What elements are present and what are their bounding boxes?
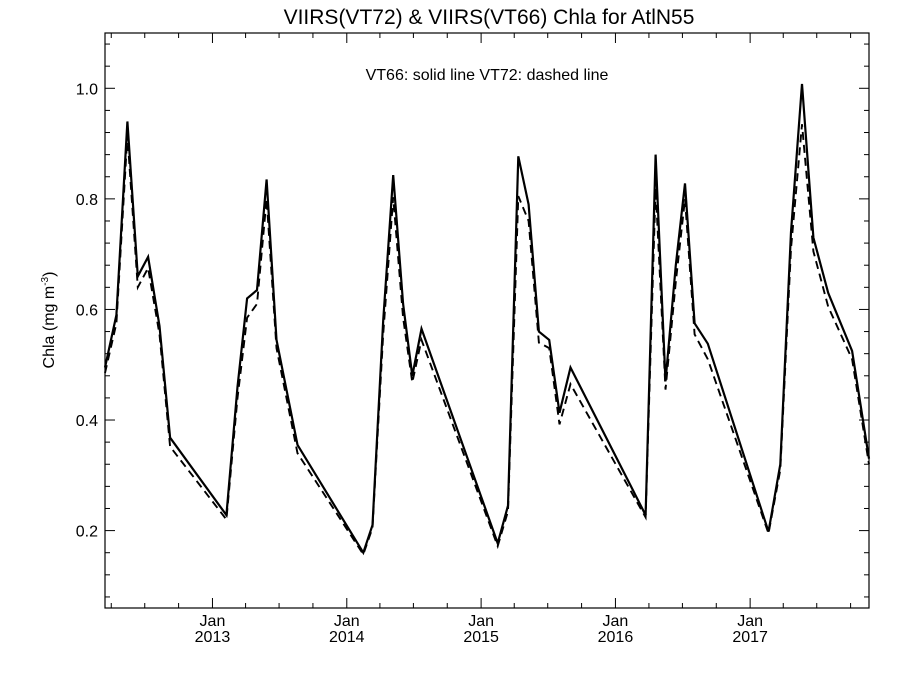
- x-tick-label-year: 2014: [329, 629, 365, 646]
- y-axis-label-superscript: -3: [40, 276, 51, 285]
- axes-layer: 0.20.40.60.81.0Jan2013Jan2014Jan2015Jan2…: [76, 33, 869, 646]
- legend-annotation: VT66: solid line VT72: dashed line: [366, 67, 609, 84]
- x-tick-label-year: 2017: [732, 629, 768, 646]
- y-axis-label: Chla (mg m-3): [40, 272, 58, 369]
- x-tick-label-year: 2016: [598, 629, 634, 646]
- plot-frame: [104, 32, 870, 609]
- series-line-vt72: [104, 124, 870, 557]
- x-tick-label-year: 2015: [463, 629, 499, 646]
- x-tick-label-month: Jan: [603, 613, 629, 630]
- y-axis-label-close: ): [41, 272, 58, 277]
- x-tick-label-month: Jan: [737, 613, 763, 630]
- x-tick-label-month: Jan: [334, 613, 360, 630]
- x-tick-label-month: Jan: [468, 613, 494, 630]
- y-tick-label: 1.0: [76, 81, 98, 98]
- y-tick-label: 0.2: [76, 524, 98, 541]
- x-tick-label-year: 2013: [195, 629, 231, 646]
- y-tick-label: 0.4: [76, 413, 98, 430]
- x-tick-label-month: Jan: [200, 613, 226, 630]
- chart-title: VIIRS(VT72) & VIIRS(VT66) Chla for AtlN5…: [284, 6, 695, 29]
- y-tick-label: 0.8: [76, 192, 98, 209]
- series-line-vt66: [103, 83, 871, 556]
- y-axis-label-text: Chla (mg m: [41, 286, 58, 369]
- series-layer: [103, 83, 871, 557]
- y-tick-label: 0.6: [76, 302, 98, 319]
